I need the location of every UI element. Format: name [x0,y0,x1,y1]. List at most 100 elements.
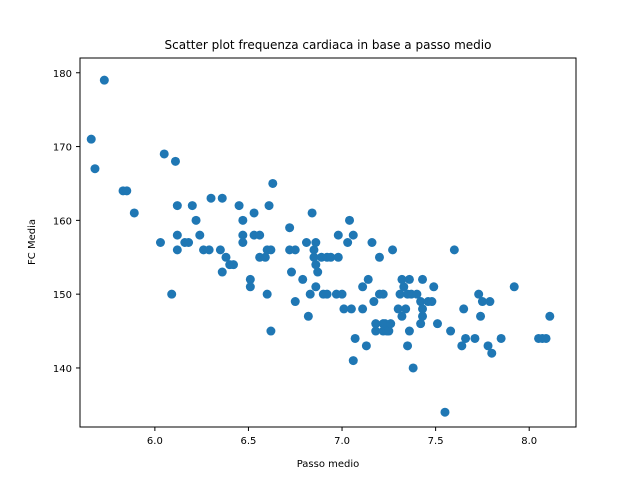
scatter-point [485,297,495,307]
scatter-point [432,319,442,329]
scatter-point [264,201,274,211]
scatter-point [416,297,426,307]
scatter-point [397,311,407,321]
scatter-point [496,333,506,343]
scatter-point [440,407,450,417]
scatter-point [401,304,411,314]
scatter-point [509,282,519,292]
scatter-point [404,326,414,336]
scatter-point [195,230,205,240]
scatter-point [483,341,493,351]
scatter-point [348,356,358,366]
y-tick-label: 160 [53,216,72,227]
scatter-point [215,245,225,255]
x-tick-label: 7.0 [334,436,350,447]
scatter-point [99,75,109,85]
scatter-point [217,267,227,277]
scatter-point [238,238,248,247]
scatter-point [345,215,355,225]
scatter-point [159,149,169,159]
x-tick-label: 6.0 [147,436,163,447]
scatter-point [395,289,405,299]
scatter-point [418,274,428,284]
scatter-point [363,274,373,284]
x-tick-label: 7.5 [428,436,444,447]
scatter-point [313,267,323,277]
scatter-point [206,193,216,203]
y-tick-label: 150 [53,290,72,301]
scatter-point [477,297,487,307]
scatter-point [427,297,437,307]
scatter-point [358,304,368,314]
scatter-point [343,238,353,247]
scatter-point [388,245,398,255]
scatter-point [204,245,214,255]
scatter-point [404,274,414,284]
scatter-point [307,208,317,218]
scatter-point [221,252,231,262]
scatter-point [416,319,426,329]
scatter-point [285,223,295,233]
scatter-point [167,289,177,299]
scatter-point [245,282,255,292]
chart-title: Scatter plot frequenza cardiaca in base … [165,38,492,52]
y-tick-label: 170 [53,143,72,154]
scatter-point [346,304,356,314]
scatter-point [191,215,201,225]
scatter-point [303,311,313,321]
plot-frame [79,57,577,428]
scatter-point [461,333,471,343]
scatter-point [249,208,259,218]
scatter-point [217,193,227,203]
scatter-point [172,230,182,240]
scatter-point [393,304,403,314]
scatter-point [459,304,469,314]
scatter-point [397,274,407,284]
scatter-point [333,230,343,240]
scatter-point [403,341,413,351]
scatter-point [348,230,358,240]
scatter-point [290,245,300,255]
scatter-point [245,274,255,284]
scatter-point [301,238,311,247]
scatter-point [86,134,96,144]
scatter-point [234,201,244,211]
scatter-point [260,252,270,262]
scatter-point [172,245,182,255]
scatter-point [311,238,321,247]
scatter-point [545,311,555,321]
scatter-point [155,238,165,247]
scatter-point [339,304,349,314]
scatter-point [90,164,100,174]
scatter-point [238,230,248,240]
scatter-point [358,282,368,292]
scatter-point [238,215,248,225]
scatter-point [309,252,319,262]
scatter-point [429,282,439,292]
y-axis-label: FC Media [27,219,38,265]
scatter-point [412,289,422,299]
scatter-point [322,289,332,299]
scatter-point [418,311,428,321]
scatter-point [337,289,347,299]
scatter-point [474,289,484,299]
x-axis-label: Passo medio [297,459,360,470]
scatter-point [367,238,377,247]
scatter-point [122,186,132,196]
scatter-point [361,341,371,351]
scatter-point [268,178,278,188]
scatter-point [449,245,459,255]
scatter-point [311,260,321,270]
scatter-point [290,297,300,307]
scatter-point [378,289,388,299]
scatter-point [418,304,428,314]
scatter-point [228,260,238,270]
scatter-point [298,274,308,284]
scatter-point [184,238,194,247]
scatter-point [476,311,486,321]
scatter-point [374,252,384,262]
x-axis-ticks: 6.0 6.5 7.0 7.5 8.0 [147,427,537,447]
